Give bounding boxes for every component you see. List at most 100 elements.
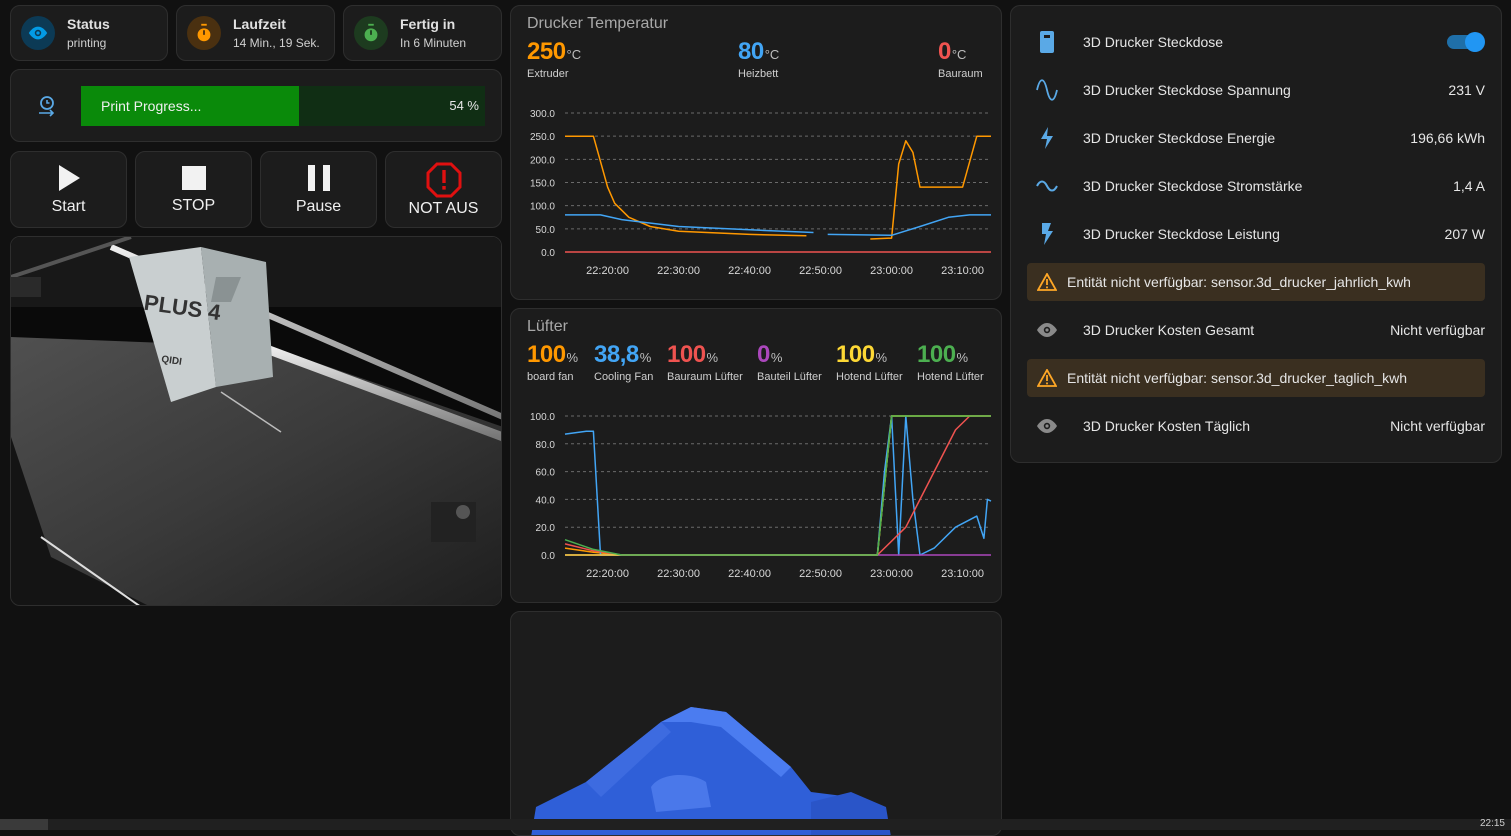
warning-icon <box>1037 273 1057 291</box>
entity-row-kosten-taeglich[interactable]: 3D Drucker Kosten Täglich Nicht verfügba… <box>1027 406 1485 446</box>
fan-value-3: 0 <box>757 341 770 368</box>
power-socket-icon <box>1027 30 1067 54</box>
extruder-value: 250 <box>527 38 566 65</box>
taskbar: 22:15 <box>0 818 1511 830</box>
done-tile[interactable]: Fertig in In 6 Minuten <box>343 5 502 61</box>
fan-chart-y-tick-label: 40.0 <box>536 495 556 506</box>
heatbed-name: Heizbett <box>738 68 779 80</box>
temp-chart-y-tick-label: 0.0 <box>541 248 555 259</box>
fan-chart-card: Lüfter 100% board fan 38,8% Cooling Fan … <box>510 308 1002 603</box>
fan-stat-1: 38,8% Cooling Fan <box>594 341 653 383</box>
warning-text: Entität nicht verfügbar: sensor.3d_druck… <box>1067 274 1411 290</box>
runtime-tile[interactable]: Laufzeit 14 Min., 19 Sek. <box>176 5 335 61</box>
heatbed-unit: °C <box>764 47 780 62</box>
done-value: In 6 Minuten <box>400 36 467 50</box>
entity-value: Nicht verfügbar <box>1390 322 1485 338</box>
temp-chart-y-tick-label: 150.0 <box>530 179 555 190</box>
temp-chart-y-tick-label: 50.0 <box>536 225 556 236</box>
temp-chart-y-tick-label: 250.0 <box>530 132 555 143</box>
runtime-value: 14 Min., 19 Sek. <box>233 36 320 50</box>
status-tile[interactable]: Status printing <box>10 5 168 61</box>
warning-unavailable-daily: Entität nicht verfügbar: sensor.3d_druck… <box>1027 359 1485 397</box>
timer-icon <box>187 16 221 50</box>
status-value: printing <box>67 36 107 50</box>
entity-row-kosten-gesamt[interactable]: 3D Drucker Kosten Gesamt Nicht verfügbar <box>1027 310 1485 350</box>
fan-chart-y-tick-label: 60.0 <box>536 468 556 479</box>
temperature-chart-card: Drucker Temperatur 250°C Extruder 80°C H… <box>510 5 1002 300</box>
entity-row-spannung[interactable]: 3D Drucker Steckdose Spannung 231 V <box>1027 70 1485 110</box>
entity-row-stromstaerke[interactable]: 3D Drucker Steckdose Stromstärke 1,4 A <box>1027 166 1485 206</box>
temp-chart-y-tick-label: 200.0 <box>530 155 555 166</box>
progress-clock-icon <box>37 95 57 122</box>
fan-unit-0: % <box>566 350 579 365</box>
fan-chart-x-tick-label: 22:20:00 <box>586 568 629 580</box>
entity-row-energie[interactable]: 3D Drucker Steckdose Energie 196,66 kWh <box>1027 118 1485 158</box>
eye-icon <box>1027 322 1067 338</box>
fan-name-2: Bauraum Lüfter <box>667 371 743 383</box>
fan-line-chart[interactable]: 0.0 20.0 40.0 60.0 80.0 100.0 22:20:00 22:30:00… <box>511 309 1001 602</box>
status-title: Status <box>67 16 110 32</box>
temp-chart-y-tick-label: 300.0 <box>530 109 555 120</box>
stop-button[interactable]: STOP <box>135 151 252 228</box>
sine-wave-icon <box>1027 79 1067 101</box>
entity-name: 3D Drucker Steckdose Leistung <box>1083 226 1280 242</box>
fan-chart-x-tick-label: 22:40:00 <box>728 568 771 580</box>
fan-stat-3: 0% Bauteil Lüfter <box>757 341 822 383</box>
lightning-bolt-icon <box>1027 126 1067 150</box>
temp-chart-x-tick-label: 22:40:00 <box>728 265 771 277</box>
fan-unit-4: % <box>875 350 888 365</box>
fan-unit-2: % <box>706 350 719 365</box>
printer-camera-feed[interactable]: PLUS 4 QIDI <box>10 236 502 606</box>
progress-card: Print Progress... 54 % <box>10 69 502 142</box>
fan-value-2: 100 <box>667 341 706 368</box>
chamber-value: 0 <box>938 38 951 65</box>
toggle-knob <box>1465 32 1485 52</box>
print-progress-label: Print Progress... <box>101 98 202 114</box>
print-progress-bar: Print Progress... 54 % <box>81 86 485 126</box>
entity-value: 1,4 A <box>1453 178 1485 194</box>
pause-label: Pause <box>295 197 342 215</box>
entity-row-leistung[interactable]: 3D Drucker Steckdose Leistung 207 W <box>1027 214 1485 254</box>
extruder-stat: 250°C Extruder <box>527 38 581 80</box>
flash-icon <box>1027 222 1067 246</box>
socket-toggle[interactable] <box>1447 32 1485 52</box>
current-ac-icon <box>1027 179 1067 193</box>
fan-chart-x-tick-label: 22:50:00 <box>799 568 842 580</box>
stop-icon <box>181 165 206 190</box>
fan-chart-y-tick-label: 100.0 <box>530 412 555 423</box>
entity-value: 196,66 kWh <box>1410 130 1485 146</box>
fan-chart-y-tick-label: 0.0 <box>541 551 555 562</box>
taskbar-start[interactable] <box>0 819 48 830</box>
camera-image: PLUS 4 QIDI <box>11 237 501 605</box>
emergency-stop-button[interactable]: NOT AUS <box>385 151 502 228</box>
fan-chart-x-tick-label: 23:00:00 <box>870 568 913 580</box>
done-title: Fertig in <box>400 16 456 32</box>
warning-text: Entität nicht verfügbar: sensor.3d_druck… <box>1067 370 1408 386</box>
fan-name-5: Hotend Lüfter <box>917 371 984 383</box>
pause-button[interactable]: Pause <box>260 151 377 228</box>
warning-unavailable-yearly: Entität nicht verfügbar: sensor.3d_druck… <box>1027 263 1485 301</box>
fan-chart-x-tick-label: 23:10:00 <box>941 568 984 580</box>
entity-row-steckdose[interactable]: 3D Drucker Steckdose <box>1027 22 1485 62</box>
power-entities-card: 3D Drucker Steckdose 3D Drucker Steckdos… <box>1010 5 1502 463</box>
temperature-line-chart[interactable]: 0.0 50.0 100.0 150.0 200.0 250.0 300.0 22:20:00… <box>511 6 1001 299</box>
fan-name-4: Hotend Lüfter <box>836 371 903 383</box>
fan-value-0: 100 <box>527 341 566 368</box>
emergency-stop-label: NOT AUS <box>408 199 479 217</box>
temperature-chart-title: Drucker Temperatur <box>527 15 669 32</box>
entity-name: 3D Drucker Kosten Täglich <box>1083 418 1251 434</box>
temp-chart-y-tick-label: 100.0 <box>530 202 555 213</box>
start-button[interactable]: Start <box>10 151 127 228</box>
temp-chart-x-tick-label: 22:50:00 <box>799 265 842 277</box>
fan-value-1: 38,8 <box>594 341 639 368</box>
fan-stat-2: 100% Bauraum Lüfter <box>667 341 743 383</box>
heatbed-value: 80 <box>738 38 764 65</box>
fan-name-0: board fan <box>527 371 574 383</box>
fan-stat-4: 100% Hotend Lüfter <box>836 341 903 383</box>
fan-chart-y-tick-label: 80.0 <box>536 440 556 451</box>
fan-chart-x-tick-label: 22:30:00 <box>657 568 700 580</box>
extruder-name: Extruder <box>527 68 569 80</box>
temp-chart-x-tick-label: 23:10:00 <box>941 265 984 277</box>
temp-chart-x-tick-label: 22:30:00 <box>657 265 700 277</box>
fan-chart-series-hotend-lüfter <box>564 415 991 556</box>
